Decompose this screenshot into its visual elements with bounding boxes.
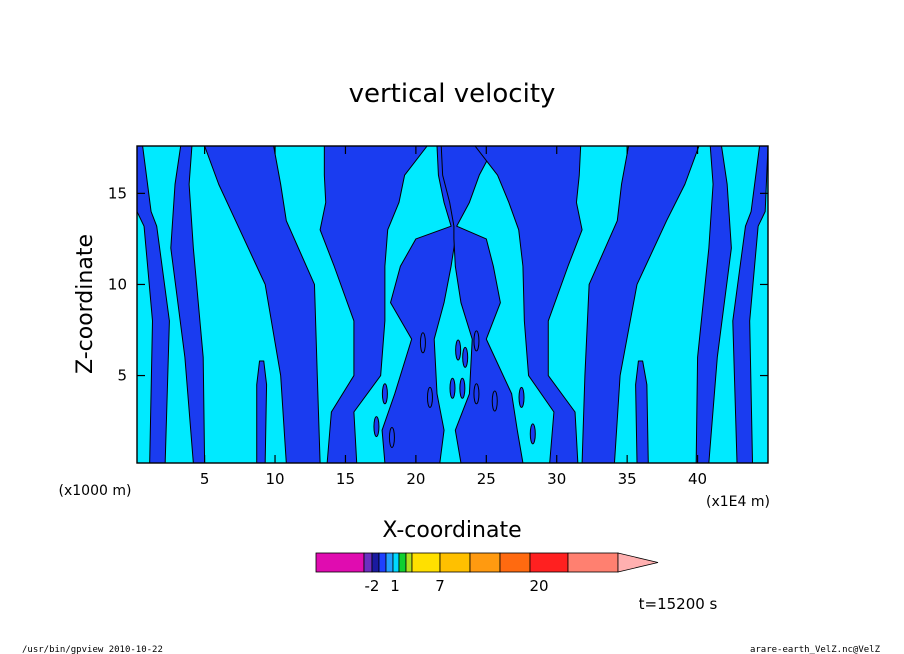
convective-cell — [373, 416, 380, 438]
x-tick-label: 10 — [265, 470, 284, 488]
downdraft-region — [581, 146, 700, 463]
colorbar-segment — [529, 552, 569, 573]
downdraft-region — [319, 146, 428, 463]
convective-cell — [473, 330, 480, 352]
colorbar-segment — [411, 552, 441, 573]
convective-cell — [491, 390, 498, 412]
colorbar-segment — [439, 552, 471, 573]
colorbar-segment — [385, 552, 394, 573]
colorbar-segment — [315, 552, 365, 573]
downdraft-region — [204, 146, 321, 463]
colorbar-label: 20 — [529, 577, 548, 595]
time-label: t=15200 s — [639, 595, 718, 613]
colorbar-segment — [405, 552, 413, 573]
x-axis-ticks: 5 10 15 20 25 30 35 40 — [200, 146, 707, 488]
x-tick-label: 30 — [547, 470, 566, 488]
colorbar — [315, 552, 659, 573]
colorbar-segment — [398, 552, 407, 573]
colorbar-segment — [378, 552, 387, 573]
convective-cell — [388, 426, 395, 448]
x-tick-label: 35 — [618, 470, 637, 488]
convective-cell — [449, 377, 456, 399]
x-tick-label: 25 — [477, 470, 496, 488]
convective-cell — [473, 383, 480, 405]
downdraft-region — [695, 146, 732, 463]
footer-source: arare-earth_VelZ.nc@VelZ — [750, 645, 881, 654]
chart-title: vertical velocity — [349, 79, 556, 109]
plot-area — [136, 145, 769, 464]
downdraft-region — [635, 360, 649, 463]
downdraft-region — [732, 146, 768, 463]
footer-command: /usr/bin/gpview 2010-10-22 — [22, 645, 163, 654]
plot-frame — [136, 145, 769, 464]
convective-cell — [455, 339, 462, 361]
y-tick-label: 15 — [108, 184, 127, 202]
convective-cell — [459, 377, 466, 399]
downdraft-region — [474, 146, 583, 463]
colorbar-label: -2 — [365, 577, 380, 595]
colorbar-segment — [499, 552, 531, 573]
y-axis-unit: (x1000 m) — [59, 483, 132, 499]
y-tick-label: 10 — [108, 275, 127, 293]
convective-cell — [381, 383, 388, 405]
y-axis-label: Z-coordinate — [73, 234, 98, 374]
y-axis-ticks: 5 10 15 — [108, 184, 768, 385]
colorbar-label: 1 — [390, 577, 400, 595]
x-tick-label: 15 — [336, 470, 355, 488]
colorbar-segment — [371, 552, 380, 573]
downdraft-region — [381, 146, 480, 463]
downdraft-region — [256, 360, 268, 463]
colorbar-labels: -2 1 7 20 — [365, 577, 549, 595]
x-tick-label: 40 — [688, 470, 707, 488]
convective-cell — [419, 332, 426, 354]
y-tick-label: 5 — [117, 367, 127, 385]
colorbar-arrow — [617, 552, 659, 573]
downdraft-region — [440, 146, 524, 463]
convective-cell — [518, 386, 525, 408]
colorbar-segment — [363, 552, 373, 573]
convective-cell — [529, 423, 536, 445]
x-tick-label: 20 — [406, 470, 425, 488]
x-axis-unit: (x1E4 m) — [706, 494, 770, 510]
colorbar-segment — [567, 552, 619, 573]
convective-cell — [462, 346, 469, 368]
x-axis-label: X-coordinate — [382, 518, 521, 543]
colorbar-segment — [392, 552, 400, 573]
x-tick-label: 5 — [200, 470, 210, 488]
colorbar-label: 7 — [435, 577, 445, 595]
convective-cell — [426, 386, 433, 408]
downdraft-region — [137, 146, 170, 463]
velocity-field — [137, 146, 768, 463]
colorbar-segment — [469, 552, 501, 573]
downdraft-region — [170, 146, 206, 463]
